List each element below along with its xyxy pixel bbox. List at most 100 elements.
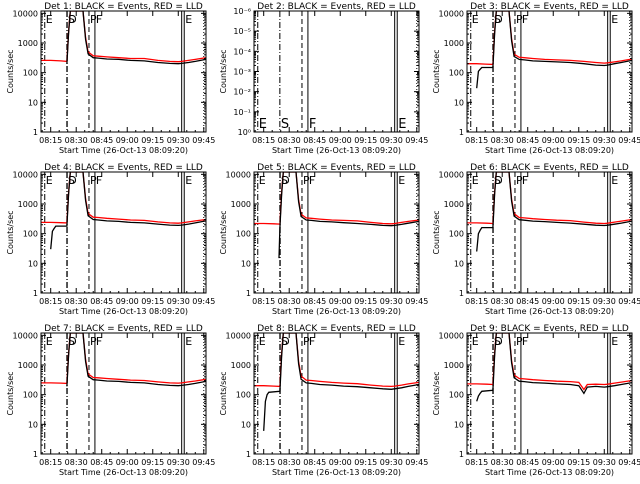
y-tick-label: 10 <box>454 98 464 107</box>
y-tick-label: 10 <box>454 420 464 429</box>
x-tick-label: 09:30 <box>380 297 403 306</box>
x-tick-label: 08:45 <box>303 297 326 306</box>
y-tick-label: 10⁻⁵ <box>233 27 251 36</box>
plot-frame <box>40 10 207 133</box>
y-tick-label: 10000 <box>13 9 38 18</box>
plot-frame <box>466 332 633 455</box>
x-tick-label: 09:45 <box>405 136 428 145</box>
y-tick-label: 1000 <box>231 200 251 209</box>
y-tick-label: 100 <box>23 391 38 400</box>
marker-label-S: S <box>494 13 501 26</box>
y-tick-label: 1 <box>33 128 38 137</box>
detector-panel-9: E SD P F E 08:15 08:30 08:45 09:00 09:15 09:30 09:4… <box>432 324 640 477</box>
marker-label-S: S <box>281 335 288 348</box>
marker-label-E: E <box>398 117 406 132</box>
x-tick-label: 08:15 <box>39 297 62 306</box>
marker-label-E: E <box>472 335 479 348</box>
panel-title: Det 7: BLACK = Events, RED = LLD <box>44 324 203 334</box>
x-tick-label: 09:30 <box>593 458 616 467</box>
y-tick-label: 10⁰ <box>238 128 251 137</box>
marker-label-E: E <box>398 335 405 348</box>
x-tick-label: 09:00 <box>116 458 139 467</box>
marker-label-D: D <box>68 13 76 26</box>
x-tick-label: 09:15 <box>567 458 590 467</box>
x-axis-label: Start Time (26-Oct-13 08:09:20) <box>59 146 188 155</box>
marker-label-S: S <box>68 174 75 187</box>
y-tick-label: 1 <box>33 289 38 298</box>
x-tick-label: 08:15 <box>39 136 62 145</box>
y-tick-label: 1000 <box>231 361 251 370</box>
x-tick-label: 09:30 <box>593 136 616 145</box>
panel-title: Det 9: BLACK = Events, RED = LLD <box>470 324 629 334</box>
marker-label-S: S <box>68 13 75 26</box>
x-tick-label: 09:15 <box>354 458 377 467</box>
x-tick-label: 08:45 <box>516 297 539 306</box>
detector-panel-2: E S F E08:15 08:30 08:45 09:00 09:15 09:30 09:451… <box>219 2 428 155</box>
y-axis-label: Counts/sec <box>432 371 441 415</box>
detector-panel-5: E SD P F E 08:15 08:30 08:45 09:00 09:15 09:30 09:4… <box>219 163 428 316</box>
x-tick-label: 08:30 <box>278 458 301 467</box>
x-tick-label: 09:00 <box>329 458 352 467</box>
panel-title: Det 4: BLACK = Events, RED = LLD <box>44 163 203 173</box>
panel-title: Det 1: BLACK = Events, RED = LLD <box>44 2 203 12</box>
y-tick-label: 100 <box>236 230 251 239</box>
x-tick-label: 08:30 <box>65 458 88 467</box>
marker-label-S: S <box>281 174 288 187</box>
detector-panel-3: E SD P F E 08:15 08:30 08:45 09:00 09:15 09:30 09:4… <box>432 2 640 155</box>
marker-label-E: E <box>46 335 53 348</box>
y-tick-label: 1000 <box>18 39 38 48</box>
y-tick-label: 100 <box>449 69 464 78</box>
detector-panel-4: E SD P F E 08:15 08:30 08:45 09:00 09:15 09:30 09:4… <box>6 163 215 316</box>
y-tick-label: 10000 <box>439 9 464 18</box>
x-tick-label: 08:15 <box>252 297 275 306</box>
x-tick-label: 08:30 <box>65 297 88 306</box>
marker-label-S: S <box>494 335 501 348</box>
marker-label-P: P <box>90 335 97 348</box>
marker-label-E: E <box>185 335 192 348</box>
x-tick-label: 08:15 <box>252 458 275 467</box>
marker-label-D: D <box>281 335 289 348</box>
y-tick-label: 1000 <box>18 200 38 209</box>
y-tick-label: 10000 <box>226 170 251 179</box>
x-tick-label: 08:30 <box>491 136 514 145</box>
marker-label-F: F <box>96 174 102 187</box>
plot-frame <box>466 171 633 294</box>
x-axis-label: Start Time (26-Oct-13 08:09:20) <box>272 468 401 477</box>
y-tick-label: 10 <box>241 259 251 268</box>
x-tick-label: 09:00 <box>116 297 139 306</box>
x-tick-label: 09:15 <box>141 297 164 306</box>
marker-label-D: D <box>68 335 76 348</box>
y-axis-label: Counts/sec <box>6 210 15 254</box>
marker-label-E: E <box>611 174 618 187</box>
marker-label-E: E <box>185 13 192 26</box>
x-tick-label: 08:15 <box>465 458 488 467</box>
detector-panel-8: E SD P F E 08:15 08:30 08:45 09:00 09:15 09:30 09:4… <box>219 324 428 477</box>
x-tick-label: 09:00 <box>542 458 565 467</box>
x-tick-label: 09:45 <box>192 297 215 306</box>
marker-label-D: D <box>68 174 76 187</box>
events-series-line <box>66 333 206 387</box>
x-tick-label: 09:45 <box>618 136 640 145</box>
y-tick-label: 10⁻³ <box>233 68 251 77</box>
y-tick-label: 1 <box>33 450 38 459</box>
y-tick-label: 10 <box>241 420 251 429</box>
x-tick-label: 08:30 <box>491 297 514 306</box>
marker-label-D: D <box>494 13 502 26</box>
x-tick-label: 09:00 <box>116 136 139 145</box>
plot-frame <box>40 332 207 455</box>
y-tick-label: 1 <box>459 450 464 459</box>
x-tick-label: 09:15 <box>354 136 377 145</box>
x-tick-label: 09:00 <box>542 297 565 306</box>
y-axis-label: Counts/sec <box>6 371 15 415</box>
x-tick-label: 08:45 <box>303 136 326 145</box>
y-tick-label: 10⁻² <box>233 88 251 97</box>
marker-label-D: D <box>281 174 289 187</box>
y-tick-label: 10000 <box>13 331 38 340</box>
marker-label-F: F <box>309 335 315 348</box>
x-tick-label: 08:45 <box>516 136 539 145</box>
x-axis-label: Start Time (26-Oct-13 08:09:20) <box>485 468 614 477</box>
y-tick-label: 10 <box>28 259 38 268</box>
y-axis-label: Counts/sec <box>219 49 228 93</box>
y-tick-label: 10⁻⁶ <box>233 7 251 16</box>
